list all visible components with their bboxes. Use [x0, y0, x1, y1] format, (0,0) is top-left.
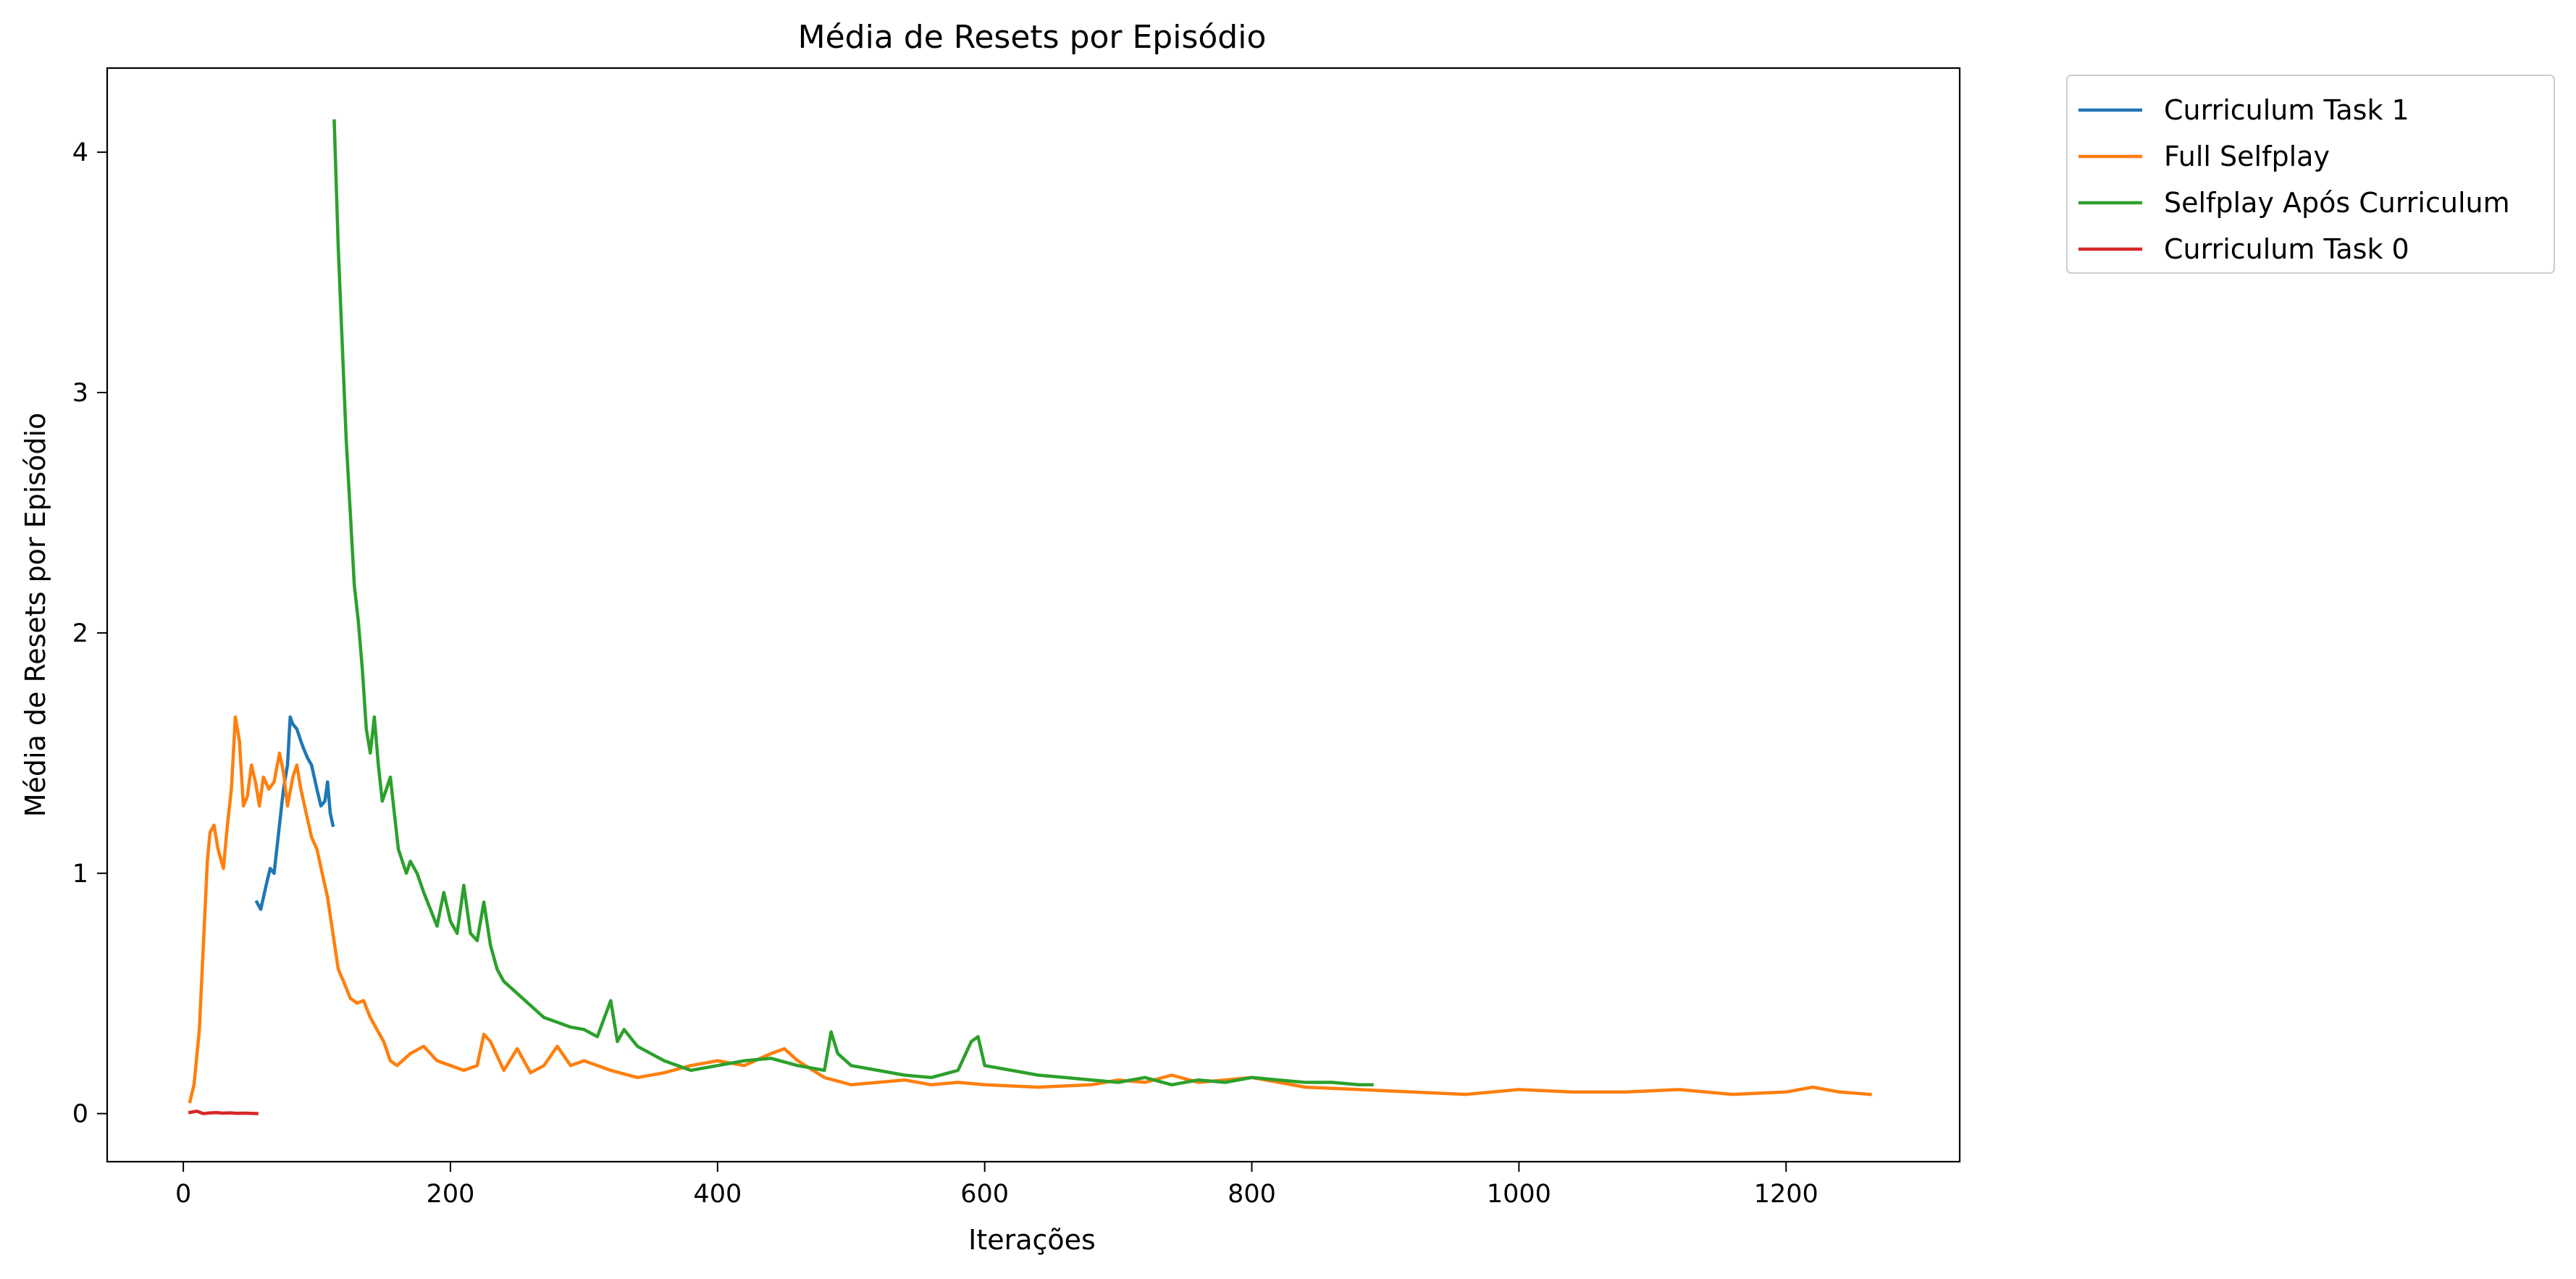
legend-label: Full Selfplay [2164, 141, 2330, 172]
series-line-1 [254, 715, 335, 911]
x-tick-label: 400 [693, 1180, 742, 1209]
legend: Curriculum Task 1 Full Selfplay Selfplay A… [2066, 75, 2555, 274]
y-tick-label: 1 [72, 860, 88, 889]
x-tick-label: 800 [1228, 1180, 1276, 1209]
chart-title: Média de Resets por Episódio [798, 19, 1267, 56]
y-tick-label: 4 [72, 138, 88, 167]
y-axis-label: Média de Resets por Episódio [20, 413, 51, 818]
x-tick-label: 0 [175, 1180, 191, 1209]
x-axis-label: Iterações [968, 1224, 1096, 1256]
series-line-2 [188, 715, 1872, 1104]
legend-frame [2066, 75, 2555, 274]
plot-lines [188, 119, 1872, 1115]
series-line-4 [188, 1110, 259, 1115]
legend-label: Curriculum Task 0 [2164, 233, 2409, 265]
y-tick-label: 2 [72, 619, 88, 648]
x-tick-label: 1200 [1754, 1180, 1818, 1209]
y-axis: 0 1 2 3 4 [72, 138, 107, 1129]
legend-label: Curriculum Task 1 [2164, 94, 2409, 126]
series-line-3 [332, 119, 1374, 1087]
legend-label: Selfplay Após Curriculum [2164, 187, 2510, 219]
x-tick-label: 600 [960, 1180, 1009, 1209]
x-tick-label: 1000 [1487, 1180, 1551, 1209]
y-tick-label: 3 [72, 379, 88, 408]
y-tick-label: 0 [72, 1100, 88, 1129]
x-tick-label: 200 [427, 1180, 475, 1209]
plot-frame [106, 67, 1961, 1163]
x-axis: 0 200 400 600 800 1000 1200 [175, 1162, 1818, 1209]
